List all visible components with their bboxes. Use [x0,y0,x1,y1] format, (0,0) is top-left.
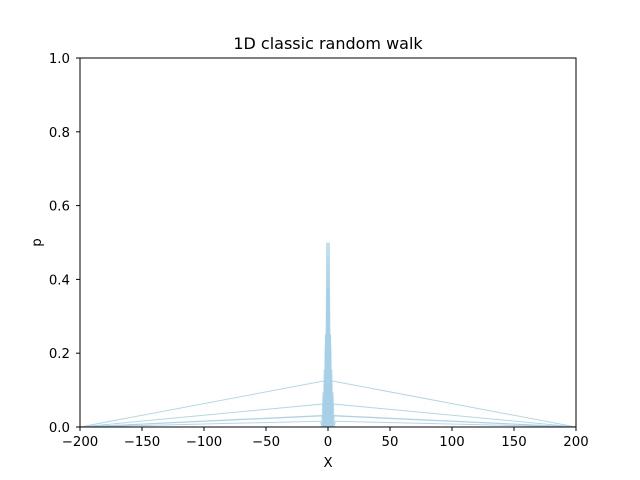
y-axis-label: p [30,238,45,246]
y-tick-label: 1.0 [49,52,70,67]
y-tick-label: 0.6 [49,200,70,215]
y-tick-label: 0.0 [49,421,70,436]
x-tick-label: −150 [124,435,161,450]
series-line [79,336,577,428]
y-tick-label: 0.4 [49,273,70,288]
y-tick-label: 0.8 [49,126,70,141]
x-tick-label: −200 [62,435,99,450]
x-tick-label: 200 [563,435,588,450]
chart-title: 1D classic random walk [233,34,423,53]
y-axis-ticks: 0.0 0.2 0.4 0.6 0.8 1.0 [49,52,80,436]
x-tick-label: −50 [252,435,280,450]
x-tick-label: 0 [324,435,332,450]
x-tick-label: −100 [186,435,223,450]
x-axis-label: X [323,456,332,471]
x-tick-label: 100 [439,435,464,450]
x-tick-label: 50 [382,435,399,450]
x-axis-ticks: −200 −150 −100 −50 0 50 100 150 200 [62,427,589,450]
x-tick-label: 150 [501,435,526,450]
series-line [80,326,576,428]
y-tick-label: 0.2 [49,347,70,362]
